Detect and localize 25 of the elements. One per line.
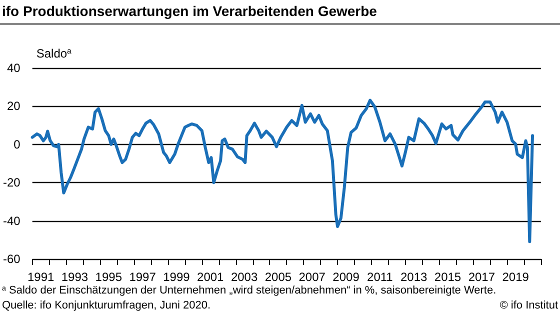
x-tick-label: 2019 [502,270,530,284]
x-tick-label: 2011 [367,270,394,284]
x-tick-label: 1993 [61,270,88,284]
x-tick-label: 2013 [400,270,428,284]
y-tick-label: -60 [3,252,21,266]
x-tick-label: 1991 [27,270,54,284]
y-tick-label: -40 [3,214,21,228]
text: © ifo Institut [500,300,558,312]
x-tick-label: 1995 [95,270,122,284]
x-tick-label: 2003 [230,270,258,284]
x-tick-label: 2009 [332,270,360,284]
x-tick-label: 2001 [197,270,224,284]
y-tick-label: 0 [14,137,21,152]
x-tick-label: 2017 [468,270,496,284]
y-tick-label: 20 [6,99,21,114]
x-tick-label: 2015 [434,270,462,284]
y-tick-label: -20 [3,176,21,190]
y-tick-label: 40 [6,61,21,75]
x-tick-label: 2007 [298,270,326,284]
line-series [30,98,534,244]
x-tick-label: 2005 [264,270,292,284]
x-tick-label: 1997 [129,270,156,284]
x-tick-label: 1999 [163,270,190,284]
source-note: Quelle: ifo Konjunkturumfragen, Juni 2020. [2,300,211,312]
chart-title: ifo Produktionserwartungen im Verarbeitenden Gewerbe [2,3,378,19]
